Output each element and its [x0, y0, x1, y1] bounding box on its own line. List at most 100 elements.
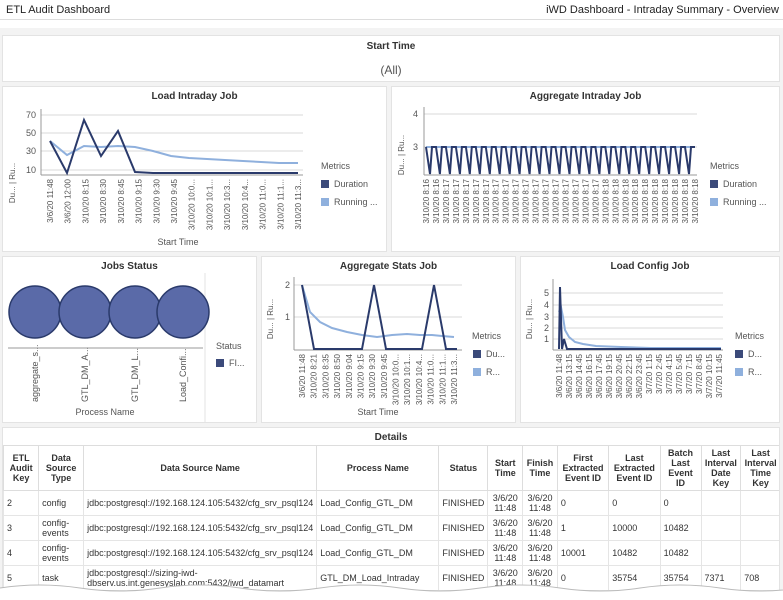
- x-tick: 3/6/20 14:45: [575, 353, 584, 398]
- aggregate-intraday-chart[interactable]: Du... | Ru... 4 3 3/10/20 8:16 3/10/20 8:…: [392, 87, 781, 253]
- details-header-row: ETL Audit Key Data Source Type Data Source…: [3, 445, 779, 491]
- y-tick: 3: [544, 312, 549, 322]
- duration-series-line[interactable]: [558, 286, 721, 350]
- column-header[interactable]: Status: [438, 445, 489, 491]
- details-table: ETL Audit Key Data Source Type Data Source…: [3, 445, 779, 599]
- x-tick: 3/7/20 4:15: [665, 353, 674, 394]
- status-circle[interactable]: [156, 285, 210, 339]
- legend-swatch-running: [321, 198, 329, 206]
- details-title: Details: [374, 432, 408, 443]
- y-tick: 4: [544, 300, 549, 310]
- table-cell: jdbc:postgresql://192.168.124.105:5432/c…: [83, 540, 318, 566]
- legend-item-running[interactable]: Running ...: [723, 197, 767, 207]
- legend-item-running[interactable]: R...: [486, 367, 500, 377]
- y-tick: 2: [544, 323, 549, 333]
- x-tick: 3/10/20 10:0...: [188, 179, 197, 230]
- x-tick: 3/10/20 8:35: [321, 353, 330, 398]
- breadcrumb[interactable]: iWD Dashboard - Intraday Summary - Overv…: [546, 4, 779, 16]
- x-tick: 3/10/20 8:50: [333, 353, 342, 398]
- legend-item-duration[interactable]: Du...: [486, 349, 505, 359]
- legend-item-duration[interactable]: Duration: [334, 179, 368, 189]
- column-header[interactable]: Process Name: [316, 445, 440, 491]
- table-cell: 3/6/20 11:48: [522, 515, 558, 541]
- column-header[interactable]: Batch Last Event ID: [659, 445, 702, 491]
- jobs-status-chart[interactable]: aggregate_s... GTL_DM_A... GTL_DM_L... L…: [3, 257, 258, 424]
- duration-series-line[interactable]: [301, 284, 457, 350]
- x-tick: 3/10/20 8:18: [661, 178, 670, 223]
- status-circle[interactable]: [108, 285, 162, 339]
- legend-swatch-duration: [735, 350, 743, 358]
- legend-item-finished[interactable]: FI...: [229, 358, 245, 368]
- legend-item-duration[interactable]: Duration: [723, 179, 757, 189]
- y-tick: 30: [26, 146, 36, 156]
- y-axis-label: Du... | Ru...: [525, 299, 534, 339]
- status-circle[interactable]: [8, 285, 62, 339]
- x-tick: 3/10/20 9:15: [356, 353, 365, 398]
- y-axis-label: Du... | Ru...: [8, 163, 17, 203]
- table-cell: 10001: [556, 540, 610, 566]
- status-circle[interactable]: [58, 285, 112, 339]
- column-header[interactable]: Data Source Name: [83, 445, 318, 491]
- y-axis-label: Du... | Ru...: [266, 299, 275, 339]
- load-intraday-chart[interactable]: Du... | Ru... 70 50 30 10 3/6/20 11:48 3/…: [3, 87, 388, 253]
- x-tick: 3/7/20 11:45: [715, 353, 724, 397]
- column-header[interactable]: Last Interval Date Key: [700, 445, 742, 491]
- table-cell: [740, 515, 779, 541]
- legend-swatch-running: [710, 198, 718, 206]
- legend-item-running[interactable]: Running ...: [334, 197, 378, 207]
- column-header[interactable]: Finish Time: [522, 445, 558, 491]
- y-tick: 50: [26, 128, 36, 138]
- y-axis-label: Du... | Ru...: [397, 135, 406, 175]
- column-header[interactable]: ETL Audit Key: [3, 445, 40, 491]
- x-tick: 3/6/20 11:48: [555, 353, 564, 397]
- legend-item-duration[interactable]: D...: [748, 349, 762, 359]
- x-tick: 3/10/20 8:17: [581, 178, 590, 223]
- x-tick: 3/6/20 17:45: [595, 353, 604, 398]
- status-circles[interactable]: [8, 285, 210, 339]
- start-time-filter[interactable]: Start Time (All): [2, 35, 780, 82]
- x-tick: 3/10/20 8:18: [621, 178, 630, 223]
- column-header[interactable]: First Extracted Event ID: [556, 445, 610, 491]
- x-tick: 3/10/20 10:4...: [241, 179, 250, 230]
- running-series-line[interactable]: [49, 140, 298, 164]
- x-tick: 3/10/20 8:18: [691, 178, 700, 223]
- aggregate-stats-panel: Aggregate Stats Job Du... | Ru... 2 1 3/…: [261, 256, 516, 423]
- table-cell: 0: [556, 565, 610, 591]
- legend-swatch-duration: [321, 180, 329, 188]
- table-cell: FINISHED: [438, 515, 489, 541]
- table-cell: [700, 490, 742, 516]
- x-tick: 3/6/20 12:00: [64, 178, 73, 223]
- table-cell: 1: [556, 515, 610, 541]
- duration-series-line[interactable]: [49, 117, 298, 176]
- y-tick: 3: [413, 142, 418, 152]
- table-cell: [740, 540, 779, 566]
- table-row[interactable]: 4 config-events jdbc:postgresql://192.168.…: [3, 540, 779, 566]
- load-config-chart[interactable]: Du... | Ru... 5 4 3 2 1 3/6/20 11:48 3/6/…: [521, 257, 781, 424]
- jobs-status-title: Jobs Status: [101, 261, 158, 272]
- legend-item-running[interactable]: R...: [748, 367, 762, 377]
- filter-value[interactable]: (All): [380, 63, 402, 77]
- filter-title: Start Time: [366, 41, 416, 52]
- x-tick: 3/10/20 10:3...: [223, 179, 232, 230]
- x-ticks: 3/10/20 8:16 3/10/20 8:16 3/10/20 8:17 3/10…: [422, 178, 700, 223]
- x-tick: 3/10/20 8:17: [522, 178, 531, 223]
- column-header[interactable]: Data Source Type: [38, 445, 85, 491]
- y-tick: 4: [413, 109, 418, 119]
- table-cell: 3/6/20 11:48: [487, 515, 524, 541]
- x-axis-label: Start Time: [157, 237, 198, 247]
- load-intraday-panel: Load Intraday Job Du... | Ru... 70 50 30…: [2, 86, 387, 252]
- column-header[interactable]: Last Extracted Event ID: [608, 445, 661, 491]
- x-tick: 3/7/20 2:45: [655, 353, 664, 394]
- y-ticks: 70 50 30 10: [26, 110, 36, 175]
- table-row[interactable]: 3 config-events jdbc:postgresql://192.168.…: [3, 515, 779, 541]
- running-series-line[interactable]: [301, 284, 455, 339]
- duration-series-line[interactable]: [425, 146, 695, 175]
- y-tick: 1: [285, 312, 290, 322]
- x-tick: 3/10/20 10:4...: [415, 354, 424, 405]
- table-row[interactable]: 2 config jdbc:postgresql://192.168.124.105…: [3, 490, 779, 516]
- y-tick: 1: [544, 334, 549, 344]
- column-header[interactable]: Last Interval Time Key: [740, 445, 779, 491]
- table-cell: jdbc:postgresql://192.168.124.105:5432/c…: [83, 490, 318, 516]
- column-header[interactable]: Start Time: [487, 445, 524, 491]
- aggregate-stats-chart[interactable]: Du... | Ru... 2 1 3/6/20 11:48 3/10/20 8:…: [262, 257, 517, 424]
